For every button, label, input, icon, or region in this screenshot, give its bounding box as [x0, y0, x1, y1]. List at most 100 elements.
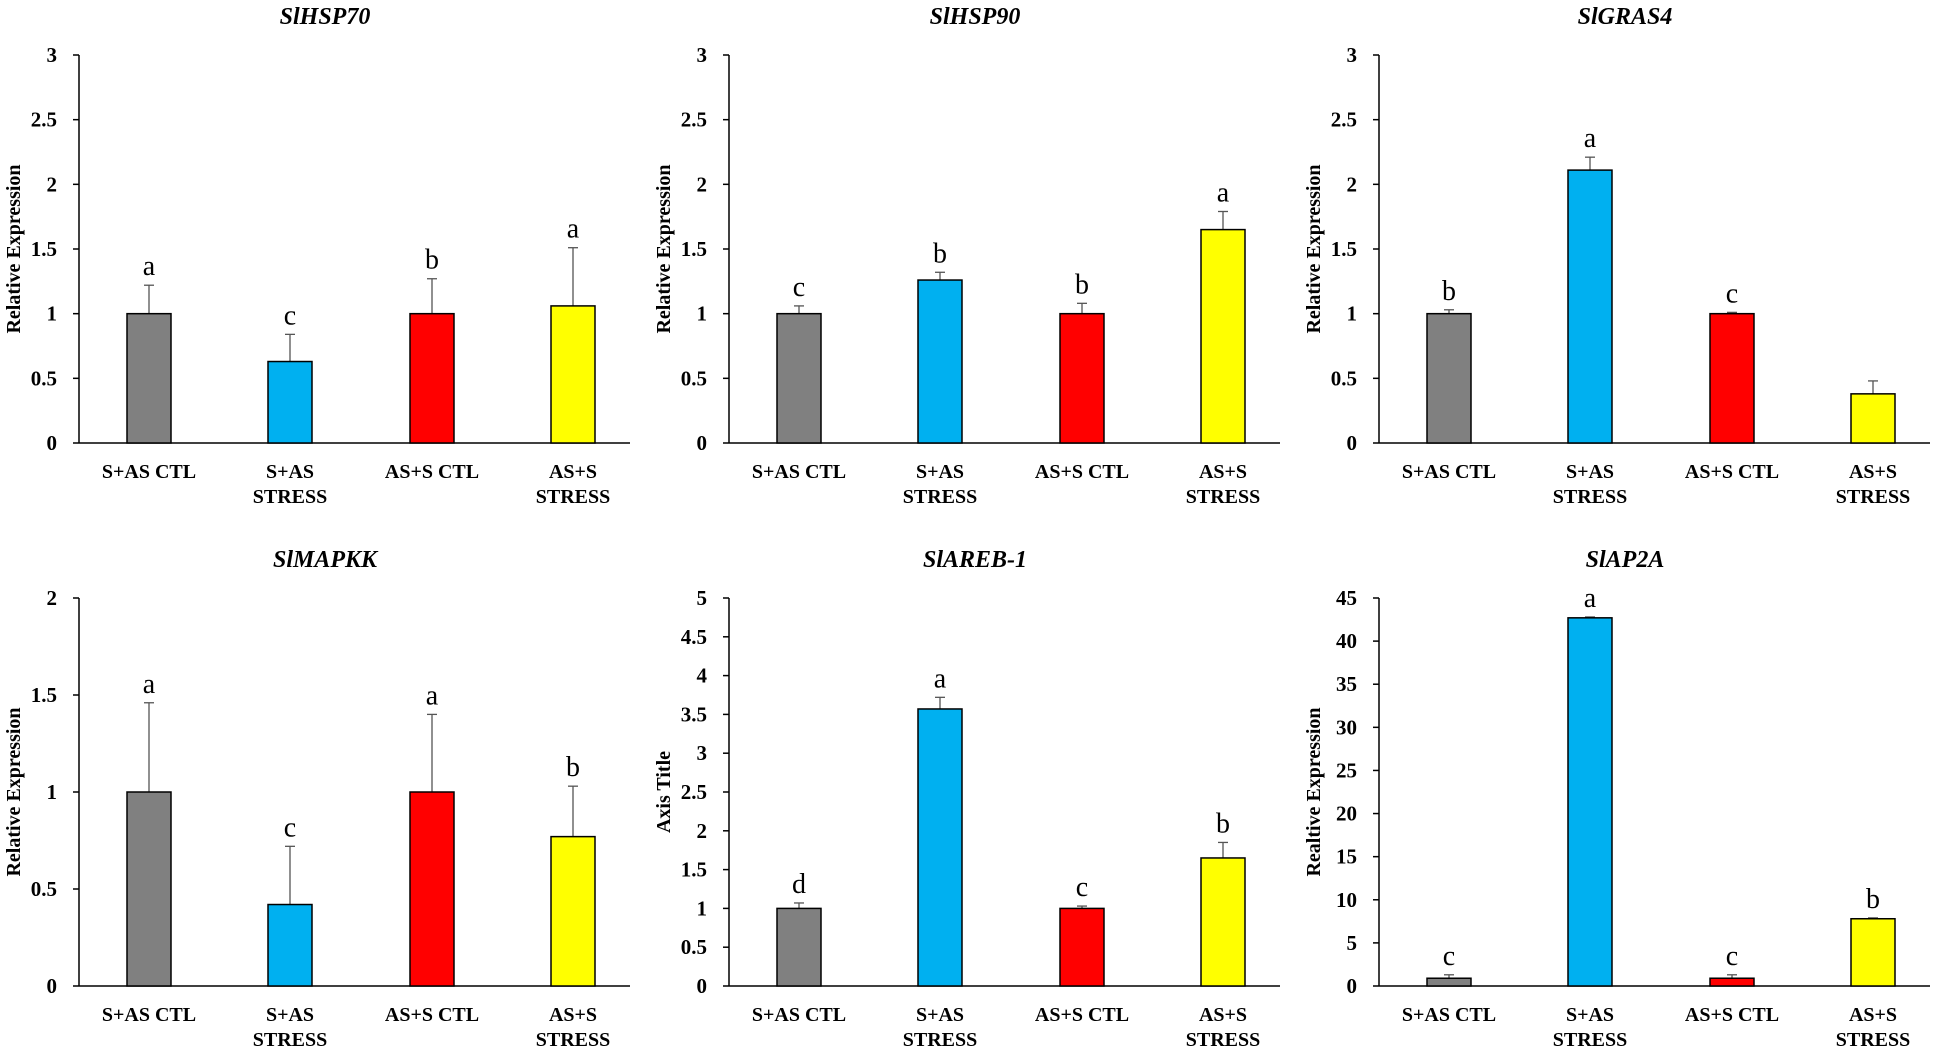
x-category-label: AS+S CTL [1685, 461, 1779, 483]
chart-svg: SlHSP90 Relative Expression 0 0.5 1 1.5 2 2.5 3 c… [653, 4, 1280, 508]
x-category-label: AS+S [1849, 1004, 1897, 1026]
bar [1059, 907, 1105, 987]
x-category-label: AS+S [1849, 461, 1897, 483]
y-tick-label: 1.5 [31, 683, 57, 707]
bar [1426, 312, 1472, 444]
bar [550, 305, 596, 444]
significance-letter: b [1216, 808, 1230, 839]
chart-svg: SlMAPKK Relative Expression 0 0.5 1 1.5 2 a S+AS… [3, 547, 630, 1051]
y-tick-label: 0 [1347, 431, 1358, 455]
y-tick-label: 3 [47, 43, 58, 67]
y-tick-label: 3 [697, 43, 708, 67]
x-category-label: STRESS [536, 486, 611, 508]
chart-svg: SlHSP70 Relative Expression 0 0.5 1 1.5 2 2.5 3 a… [3, 4, 630, 508]
y-tick-label: 2 [47, 586, 58, 610]
bar [409, 791, 455, 987]
significance-letter: b [425, 245, 439, 276]
chart-panel-slgras4: SlGRAS4 Relative Expression 0 0.5 1 1.5 2 2.5 3 b… [1300, 0, 1949, 510]
significance-letter: c [1443, 941, 1455, 972]
x-category-label: STRESS [536, 1029, 611, 1051]
significance-letter: a [143, 669, 156, 700]
y-axis-label: Axis Title [653, 751, 675, 833]
bar [1709, 312, 1755, 444]
x-category-label: STRESS [1553, 486, 1628, 508]
y-tick-label: 0 [697, 431, 708, 455]
x-category-label: S+AS [1566, 1004, 1614, 1026]
significance-letter: c [1726, 278, 1738, 309]
significance-letter: b [1866, 884, 1880, 915]
x-category-label: S+AS CTL [752, 1004, 846, 1026]
x-category-label: S+AS CTL [1402, 461, 1496, 483]
x-category-label: AS+S [549, 1004, 597, 1026]
significance-letter: b [933, 238, 947, 269]
y-tick-label: 1.5 [31, 237, 57, 261]
significance-letter: a [934, 663, 947, 694]
x-category-label: AS+S CTL [1035, 1004, 1129, 1026]
y-tick-label: 5 [1347, 931, 1358, 955]
x-category-label: AS+S CTL [385, 461, 479, 483]
y-tick-label: 4.5 [681, 625, 707, 649]
y-axis-label: Realtive Expression [1303, 707, 1325, 876]
bar [1709, 977, 1755, 987]
significance-letter: c [1076, 872, 1088, 903]
x-category-label: STRESS [1836, 486, 1911, 508]
y-tick-label: 1.5 [681, 858, 707, 882]
bar [917, 279, 963, 444]
y-axis-label: Relative Expression [1303, 164, 1325, 333]
x-category-label: STRESS [1553, 1029, 1628, 1051]
bar [267, 903, 313, 987]
y-tick-label: 2.5 [1331, 108, 1357, 132]
significance-letter: a [1217, 177, 1230, 208]
x-category-label: S+AS [916, 461, 964, 483]
x-category-label: AS+S CTL [1685, 1004, 1779, 1026]
chart-title: SlHSP70 [280, 4, 371, 30]
chart-svg: SlAREB-1 Axis Title 0 0.5 1 1.5 2 2.5 3 3.5 4 4.5 5 d… [653, 547, 1280, 1051]
chart-title: SlAREB-1 [923, 547, 1027, 573]
bar [1850, 917, 1896, 987]
bar [550, 835, 596, 987]
y-tick-label: 0.5 [31, 366, 57, 390]
y-tick-label: 0 [697, 974, 708, 998]
bar [1567, 169, 1613, 444]
bar [1426, 977, 1472, 987]
y-tick-label: 2 [697, 819, 708, 843]
bar [126, 791, 172, 987]
significance-letter: b [566, 752, 580, 783]
significance-letter: a [1584, 123, 1597, 154]
bar [776, 312, 822, 444]
y-tick-label: 3.5 [681, 702, 707, 726]
y-axis-label: Relative Expression [653, 164, 675, 333]
significance-letter: d [792, 869, 806, 900]
y-tick-label: 4 [697, 664, 708, 688]
y-tick-label: 0.5 [1331, 366, 1357, 390]
x-category-label: S+AS CTL [1402, 1004, 1496, 1026]
x-category-label: S+AS [266, 461, 314, 483]
x-category-label: STRESS [903, 1029, 978, 1051]
significance-letter: a [567, 214, 580, 245]
y-tick-label: 10 [1336, 888, 1357, 912]
y-tick-label: 1 [697, 896, 708, 920]
y-tick-label: 2.5 [31, 108, 57, 132]
x-category-label: STRESS [253, 1029, 328, 1051]
x-category-label: AS+S [549, 461, 597, 483]
y-tick-label: 1 [47, 780, 58, 804]
x-category-label: STRESS [1186, 486, 1261, 508]
bar [1567, 617, 1613, 987]
y-tick-label: 2.5 [681, 108, 707, 132]
y-tick-label: 3 [1347, 43, 1358, 67]
significance-letter: c [284, 300, 296, 331]
significance-letter: a [143, 251, 156, 282]
x-category-label: S+AS [266, 1004, 314, 1026]
bar [409, 312, 455, 444]
y-tick-label: 0.5 [31, 877, 57, 901]
bar [126, 312, 172, 444]
chart-title: SlHSP90 [930, 4, 1021, 30]
chart-panel-slmapkk: SlMAPKK Relative Expression 0 0.5 1 1.5 2 a S+AS… [0, 543, 650, 1053]
y-tick-label: 35 [1336, 672, 1357, 696]
y-tick-label: 0.5 [681, 366, 707, 390]
chart-panel-slareb-1: SlAREB-1 Axis Title 0 0.5 1 1.5 2 2.5 3 3.5 4 4.5 5 d… [650, 543, 1300, 1053]
bar [776, 907, 822, 987]
x-category-label: AS+S [1199, 1004, 1247, 1026]
y-tick-label: 0 [1347, 974, 1358, 998]
